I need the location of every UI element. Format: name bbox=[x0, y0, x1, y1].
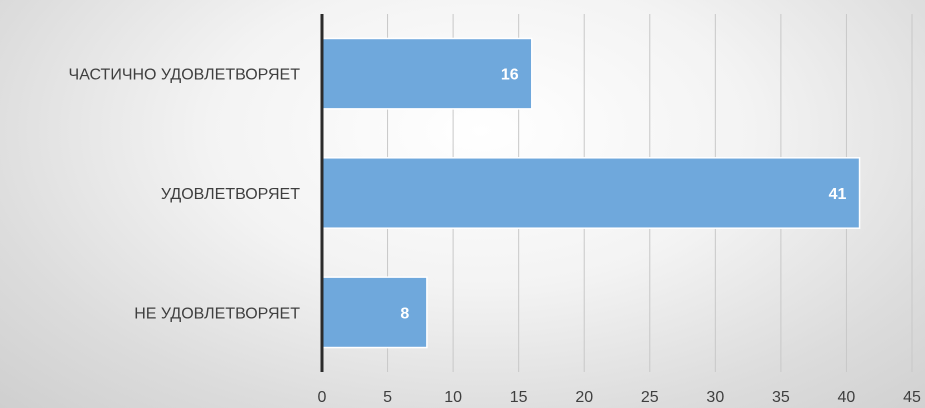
data-label: 41 bbox=[829, 186, 847, 203]
data-label: 8 bbox=[400, 305, 409, 322]
x-tick-label: 20 bbox=[575, 389, 593, 406]
category-label: УДОВЛЕТВОРЯЕТ bbox=[161, 186, 300, 203]
x-tick-label: 25 bbox=[641, 389, 659, 406]
x-tick-label: 30 bbox=[706, 389, 724, 406]
bars bbox=[321, 37, 861, 349]
x-tick-label: 45 bbox=[903, 389, 921, 406]
x-tick-label: 10 bbox=[444, 389, 462, 406]
x-tick-label: 5 bbox=[383, 389, 392, 406]
category-labels: ЧАСТИЧНО УДОВЛЕТВОРЯЕТ УДОВЛЕТВОРЯЕТ НЕ УД… bbox=[69, 67, 301, 323]
x-tick-label: 35 bbox=[772, 389, 790, 406]
x-tick-label: 15 bbox=[510, 389, 528, 406]
category-label: НЕ УДОВЛЕТВОРЯЕТ bbox=[134, 305, 300, 322]
bar bbox=[321, 276, 428, 349]
x-tick-label: 40 bbox=[838, 389, 856, 406]
bar bbox=[321, 37, 533, 110]
category-label: ЧАСТИЧНО УДОВЛЕТВОРЯЕТ bbox=[69, 67, 301, 84]
x-tick-labels: 0 5 10 15 20 25 30 35 40 45 bbox=[318, 389, 921, 406]
data-labels: 16 41 8 bbox=[400, 67, 846, 323]
bar bbox=[321, 157, 861, 229]
x-tick-label: 0 bbox=[318, 389, 327, 406]
data-label: 16 bbox=[501, 67, 519, 84]
